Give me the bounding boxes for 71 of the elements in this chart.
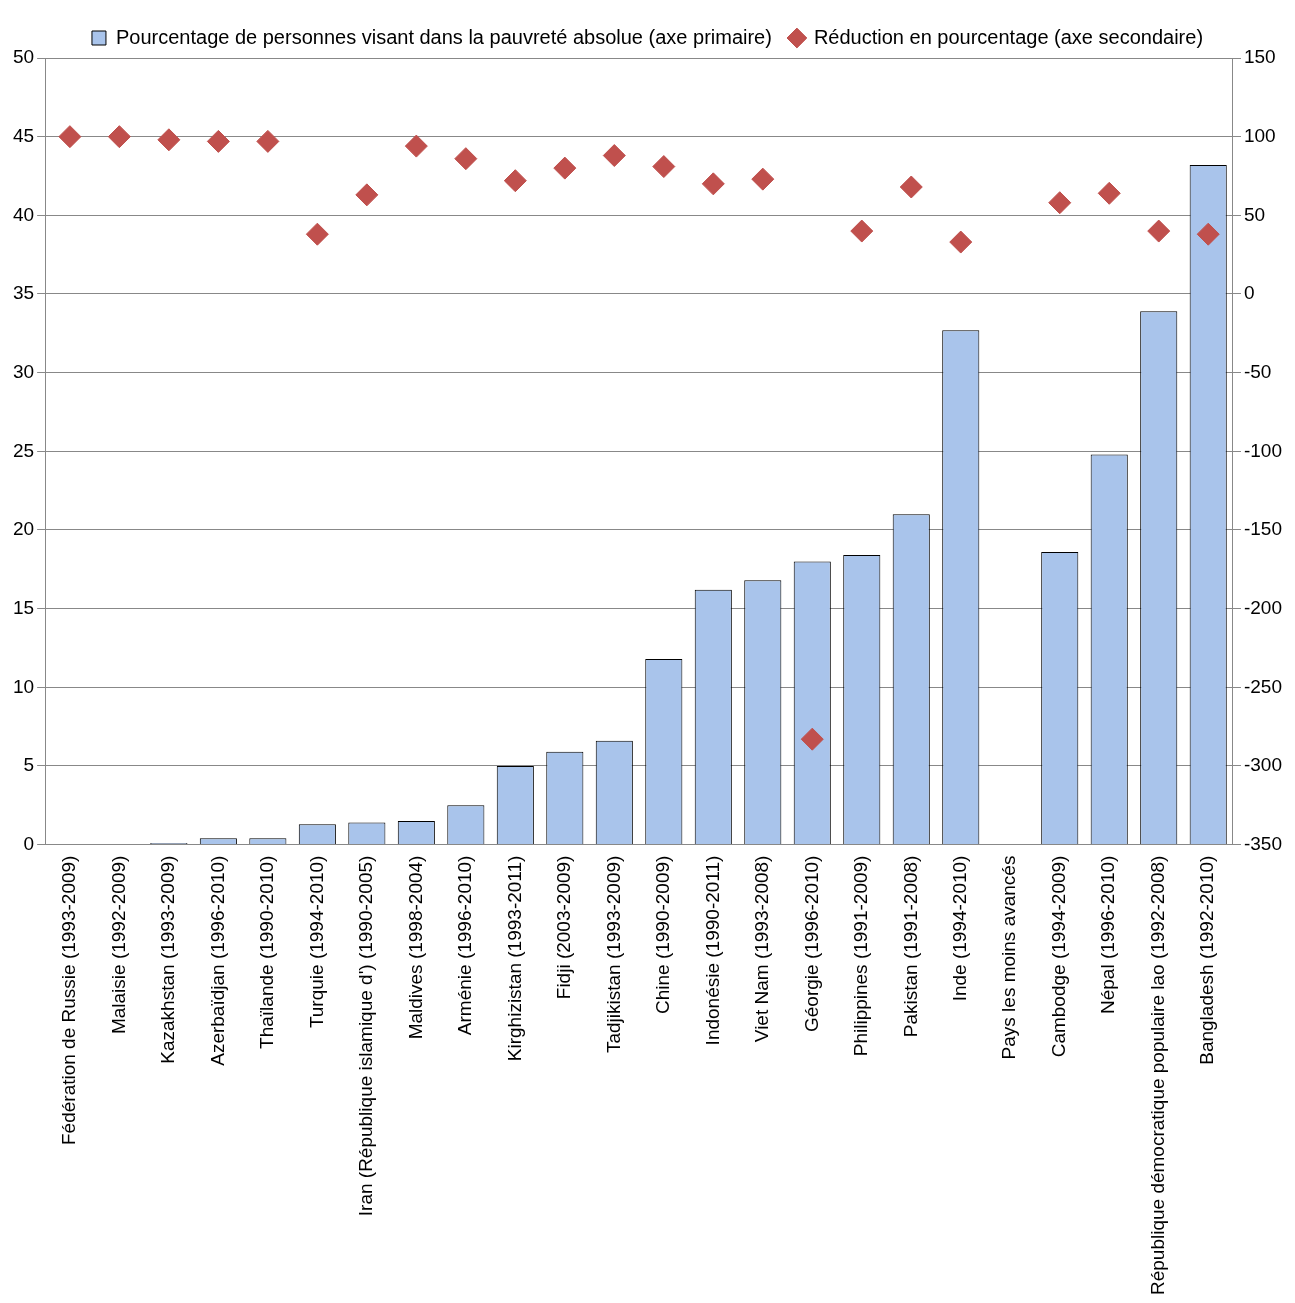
x-tick-label: Tadjikistan (1993-2009) <box>602 855 624 1054</box>
x-tick-label: Kirghizistan (1993-2011) <box>503 855 525 1062</box>
point <box>751 167 775 191</box>
y-tick-label: 35 <box>12 282 35 304</box>
x-tick-label: Viet Nam (1993-2008) <box>751 855 773 1043</box>
y-tick-label: 0 <box>23 832 35 854</box>
point <box>949 230 973 254</box>
y-tick-label: 15 <box>12 596 35 618</box>
point <box>1048 191 1072 215</box>
point <box>157 128 181 152</box>
y2-tick-label: -200 <box>1243 596 1282 618</box>
point <box>58 125 82 149</box>
point <box>652 155 676 179</box>
y2-tick-label: 100 <box>1243 124 1276 146</box>
point <box>899 175 923 199</box>
point <box>800 727 824 751</box>
y2-tick-label: -250 <box>1243 675 1282 697</box>
point <box>1196 222 1220 246</box>
point <box>701 172 725 196</box>
x-tick-label: Turquie (1994-2010) <box>305 855 327 1029</box>
x-tick-label: Maldives (1998-2004) <box>404 855 426 1040</box>
x-tick-label: Thaïlande (1990-2010) <box>256 855 278 1049</box>
legend-label: Pourcentage de personnes visant dans la pauvreté absolue (axe primaire) <box>115 25 772 48</box>
x-tick-label: Fédération de Russie (1993-2009) <box>58 855 80 1145</box>
y-tick-label: 30 <box>12 360 35 382</box>
y2-tick-label: -150 <box>1243 518 1282 540</box>
point <box>850 219 874 243</box>
point <box>404 134 428 158</box>
x-tick-label: Fidji (2003-2009) <box>553 855 575 1000</box>
point <box>305 222 329 246</box>
x-tick-label: Indonésie (1990-2011) <box>701 855 723 1046</box>
y2-tick-label: -300 <box>1243 754 1282 776</box>
y2-tick-label: -100 <box>1243 439 1282 461</box>
y-tick-label: 25 <box>12 439 35 461</box>
point <box>1147 219 1171 243</box>
point <box>503 169 527 193</box>
x-tick-label: Malaisie (1992-2009) <box>107 855 129 1035</box>
x-tick-label: Philippines (1991-2009) <box>850 855 872 1057</box>
x-tick-label: Kazakhstan (1993-2009) <box>157 855 179 1064</box>
x-tick-label: Chine (1990-2009) <box>652 855 674 1015</box>
x-tick-label: Pays les moins avancés <box>998 855 1020 1060</box>
point <box>1097 181 1121 205</box>
point <box>602 144 626 168</box>
point <box>256 129 280 153</box>
point <box>355 183 379 207</box>
y-tick-label: 50 <box>12 46 35 68</box>
y2-tick-label: 150 <box>1243 46 1276 68</box>
point <box>206 129 230 153</box>
y-tick-label: 20 <box>12 518 35 540</box>
x-tick-label: Inde (1994-2010) <box>948 855 970 1002</box>
y-tick-label: 5 <box>23 754 35 776</box>
y-tick-label: 10 <box>12 675 35 697</box>
y2-tick-label: 50 <box>1243 203 1266 225</box>
y-tick-label: 45 <box>12 124 35 146</box>
legend-label: Réduction en pourcentage (axe secondaire) <box>813 25 1204 48</box>
x-tick-label: République démocratique populaire lao (1992-2008) <box>1146 855 1168 1296</box>
y2-tick-label: -350 <box>1243 832 1282 854</box>
x-tick-label: Géorgie (1996-2010) <box>800 855 822 1032</box>
x-tick-label: Bangladesh (1992-2010) <box>1196 855 1218 1065</box>
y2-tick-label: -50 <box>1243 360 1272 382</box>
x-tick-label: Cambodge (1994-2009) <box>1047 855 1069 1058</box>
x-tick-label: Arménie (1996-2010) <box>454 855 476 1036</box>
point <box>553 156 577 180</box>
x-tick-label: Azerbaïdjan (1996-2010) <box>206 855 228 1066</box>
y2-tick-label: 0 <box>1243 282 1255 304</box>
point <box>107 125 131 149</box>
x-tick-label: Népal (1996-2010) <box>1097 855 1119 1015</box>
point <box>454 147 478 171</box>
x-tick-label: Pakistan (1991-2008) <box>899 855 921 1038</box>
y-tick-label: 40 <box>12 203 35 225</box>
x-tick-label: Iran (République islamique d') (1990-2005) <box>355 855 377 1217</box>
